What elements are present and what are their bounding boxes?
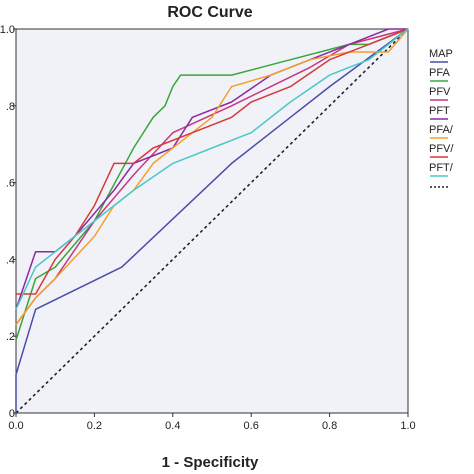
series-line-pfv <box>16 28 409 295</box>
series-layer <box>15 28 409 413</box>
y-tick-label: .6 <box>6 178 15 190</box>
legend-label: PFV/ <box>429 143 454 155</box>
x-tick-label: 0.6 <box>244 420 259 432</box>
legend-box <box>418 44 474 190</box>
series-line-pfa <box>15 28 409 341</box>
series-line-pfa <box>15 28 409 326</box>
legend-label: MAP <box>429 48 453 60</box>
y-axis: 0 .2 .4 .6 .8 1.0 <box>0 24 16 420</box>
reference-diagonal-line <box>15 28 409 414</box>
x-tick-label: 1.0 <box>400 420 415 432</box>
y-tick-label: .8 <box>6 101 15 113</box>
x-axis: 0.0 0.2 0.4 0.6 0.8 1.0 <box>8 413 416 432</box>
y-tick-label: .2 <box>6 331 15 343</box>
y-tick-label: 1.0 <box>0 24 15 36</box>
x-tick-label: 0.8 <box>322 420 337 432</box>
x-axis-label: 1 - Specificity <box>162 454 259 471</box>
series-line-pft <box>15 28 409 310</box>
legend: MAP PFA PFV PFT PFA/PFV/PFT/ <box>429 48 454 188</box>
x-tick-label: 0.4 <box>165 420 180 432</box>
legend-label: PFA <box>429 67 450 79</box>
legend-label: PFA/ <box>429 124 454 136</box>
x-tick-label: 0.0 <box>8 420 23 432</box>
y-tick-label: .4 <box>6 254 15 266</box>
x-tick-label: 0.2 <box>87 420 102 432</box>
y-tick-label: 0 <box>9 408 15 420</box>
legend-label: PFT/ <box>429 162 454 174</box>
chart-title: ROC Curve <box>167 4 252 21</box>
legend-label: PFT <box>429 105 450 117</box>
plot-area <box>15 28 409 414</box>
legend-label: PFV <box>429 86 451 98</box>
series-line-map <box>15 28 409 413</box>
